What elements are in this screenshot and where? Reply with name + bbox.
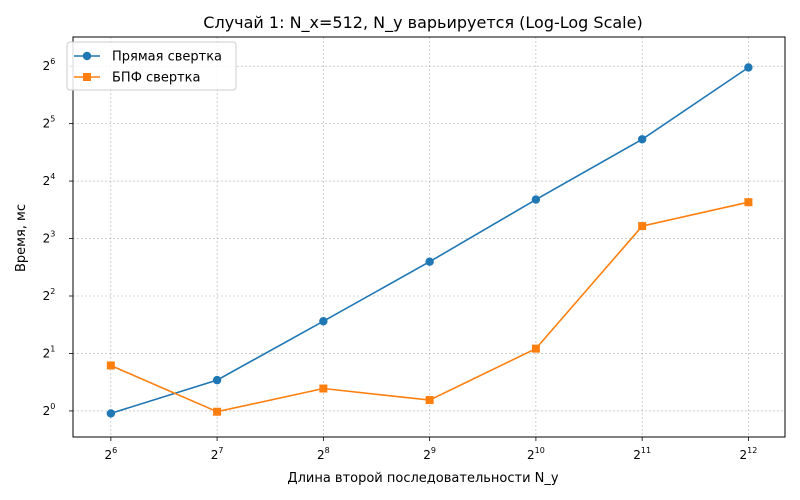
y-axis-label: Время, мс xyxy=(14,204,29,272)
legend: Прямая свертка БПФ свертка xyxy=(66,41,237,91)
x-tick-label: 28 xyxy=(317,446,330,462)
y-tick-label: 26 xyxy=(43,57,56,73)
series-layer xyxy=(106,63,753,418)
x-tick-label: 26 xyxy=(104,446,117,462)
plot-frame xyxy=(72,36,786,438)
y-tick-label: 23 xyxy=(43,230,56,246)
grid xyxy=(73,37,785,437)
x-tick-label: 212 xyxy=(740,446,758,462)
data-point-circle xyxy=(319,317,328,326)
y-tick-label: 24 xyxy=(43,172,56,188)
x-axis-label: Длина второй последовательности N_y xyxy=(287,471,558,486)
data-point-square xyxy=(213,407,222,416)
x-tick-label: 27 xyxy=(211,446,224,462)
legend-label-direct: Прямая свертка xyxy=(112,50,222,65)
x-tick-label: 29 xyxy=(423,446,436,462)
data-point-circle xyxy=(106,409,116,418)
data-point-square xyxy=(531,344,540,353)
data-point-circle xyxy=(212,375,222,385)
chart-title: Случай 1: N_x=512, N_y варьируется (Log-… xyxy=(203,13,642,33)
data-point-square xyxy=(106,361,115,370)
y-tick-label: 22 xyxy=(43,287,56,303)
legend-marker-direct xyxy=(82,51,92,61)
data-point-circle xyxy=(425,257,434,266)
axis-ticks: 26 27 28 29 210 211 212 20 21 22 23 24 25 26 xyxy=(43,57,758,462)
data-point-square xyxy=(425,396,434,405)
y-tick-label: 25 xyxy=(43,115,56,131)
legend-box xyxy=(66,41,237,91)
y-tick-label: 21 xyxy=(43,344,56,360)
data-point-square xyxy=(638,222,647,231)
legend-marker-fft xyxy=(83,73,91,81)
legend-label-fft: БПФ свертка xyxy=(112,71,200,86)
data-point-circle xyxy=(637,135,647,144)
data-point-circle xyxy=(531,195,541,204)
x-tick-label: 211 xyxy=(633,446,651,462)
x-tick-label: 210 xyxy=(527,446,545,462)
data-point-square xyxy=(319,384,328,393)
y-tick-label: 20 xyxy=(43,402,56,418)
data-point-circle xyxy=(744,63,753,72)
data-point-square xyxy=(744,198,753,207)
